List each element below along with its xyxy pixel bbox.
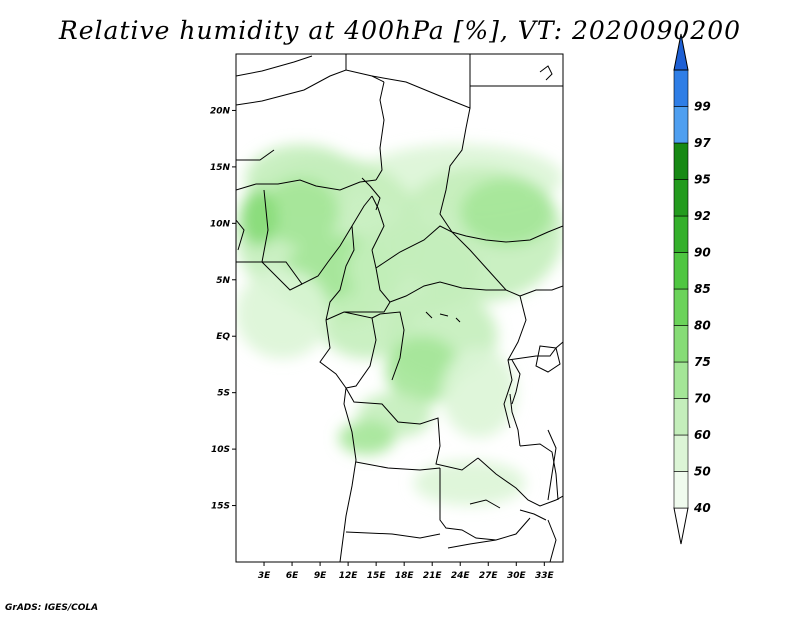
border-nigeria (261, 189, 373, 285)
humidity-patch-4 (264, 178, 339, 246)
humidity-field (236, 144, 563, 506)
border-niger-chad-north (375, 81, 385, 181)
colorbar-segment (673, 361, 689, 399)
humidity-patch-10 (460, 178, 554, 246)
lat-tick-label: 15N (210, 163, 231, 173)
colorbar-segment (673, 434, 689, 472)
border-libya-chad (371, 54, 471, 109)
border-congo-drc (371, 311, 405, 381)
colorbar-label: 85 (694, 282, 711, 296)
border-angola-drc (345, 387, 479, 471)
border-sudan-south (451, 225, 563, 243)
lon-tick-label: 15E (367, 571, 387, 581)
lake-malawi (547, 429, 557, 501)
lon-tick-label: 27E (479, 571, 499, 581)
lat-tick-label: 20N (210, 106, 231, 116)
border-north-1 (236, 55, 313, 77)
country-borders (236, 54, 563, 562)
map-frame (235, 53, 564, 563)
lake-albert (511, 359, 521, 405)
lat-tick-label: 5N (216, 276, 230, 286)
humidity-patch-15 (441, 347, 517, 438)
lon-tick-label: 33E (535, 571, 555, 581)
lat-tick-label: 5S (217, 389, 230, 399)
border-niger-south (236, 179, 377, 191)
colorbar-label: 90 (694, 246, 711, 260)
border-nigeria-chad (371, 195, 385, 251)
coast-northeast (539, 65, 553, 81)
colorbar-label: 75 (694, 355, 711, 369)
lat-tick-label: 10S (211, 445, 230, 455)
border-cameroon-west (325, 225, 355, 321)
border-south-sudan-ug (519, 285, 563, 297)
colorbar-label: 99 (694, 100, 711, 114)
lon-tick-label: 3E (258, 571, 271, 581)
border-congo (343, 311, 377, 389)
colorbar-segment (673, 325, 689, 363)
river-congo (425, 311, 461, 323)
colorbar-lower-arrow (673, 507, 689, 545)
border-angola-north (355, 461, 441, 471)
border-gabon (319, 319, 347, 389)
colorbar-segment (673, 69, 689, 107)
lon-tick-label: 18E (395, 571, 415, 581)
lake-mweru (469, 499, 501, 509)
colorbar-segment (673, 106, 689, 144)
humidity-patch-12 (385, 336, 461, 404)
border-angola-zambia (439, 468, 497, 541)
colorbar-label: 60 (694, 428, 711, 442)
colorbar-label: 92 (694, 209, 711, 223)
colorbar-segment (673, 398, 689, 436)
colorbar-segment (673, 179, 689, 217)
colorbar-label: 80 (694, 319, 711, 333)
colorbar-upper-arrow (673, 33, 689, 71)
lat-tick-label: EQ (216, 332, 230, 342)
lon-tick-label: 30E (507, 571, 527, 581)
lat-tick-label: 10N (210, 219, 231, 229)
border-mozambique (547, 519, 557, 562)
colorbar-segment (673, 142, 689, 180)
colorbar-segment (673, 215, 689, 253)
lake-victoria (535, 345, 561, 373)
lat-tick-label: 15S (211, 502, 230, 512)
lake-chad (361, 177, 381, 211)
lon-tick-label: 24E (451, 571, 471, 581)
colorbar-segment (673, 252, 689, 290)
border-car-south (389, 281, 506, 303)
lake-bangweulu (519, 509, 547, 521)
colorbar-label: 40 (693, 501, 711, 515)
humidity-patch-5 (240, 189, 279, 246)
border-angola-namibia (345, 531, 441, 539)
colorbar-label: 97 (694, 136, 711, 150)
humidity-patch-14 (338, 420, 395, 455)
border-mali (236, 149, 275, 161)
colorbar-label: 70 (694, 392, 711, 406)
humidity-patch-16 (413, 460, 526, 506)
lake-tanganyika (509, 393, 521, 447)
lon-tick-label: 9E (314, 571, 327, 581)
colorbar-label: 50 (694, 465, 711, 479)
border-tanzania-malawi (519, 443, 559, 501)
map-title: Relative humidity at 400hPa [%], VT: 202… (58, 16, 742, 45)
border-zambia-zimbabwe (447, 517, 531, 549)
border-zambia-tanzania (477, 457, 563, 507)
grads-credit: GrADS: IGES/COLA (5, 603, 99, 613)
border-uganda-kenya (507, 341, 563, 361)
lon-tick-label: 6E (286, 571, 299, 581)
colorbar-label: 95 (694, 173, 711, 187)
colorbar-segment (673, 288, 689, 326)
border-chad-sudan (439, 107, 471, 233)
coast-angola (339, 387, 357, 562)
map-axes: 3E 6E 9E 12E 15E 18E 21E 24E 27E 30E 33E 20N 15N 10N 5… (210, 106, 555, 581)
lon-tick-label: 21E (423, 571, 443, 581)
lon-tick-label: 12E (339, 571, 359, 581)
coast-gulf-guinea (236, 261, 303, 291)
colorbar: 40 50 60 70 75 80 85 90 92 95 97 99 (673, 33, 711, 545)
colorbar-segment (673, 471, 689, 509)
coast-west (236, 219, 245, 251)
humidity-patch-9 (236, 268, 330, 359)
